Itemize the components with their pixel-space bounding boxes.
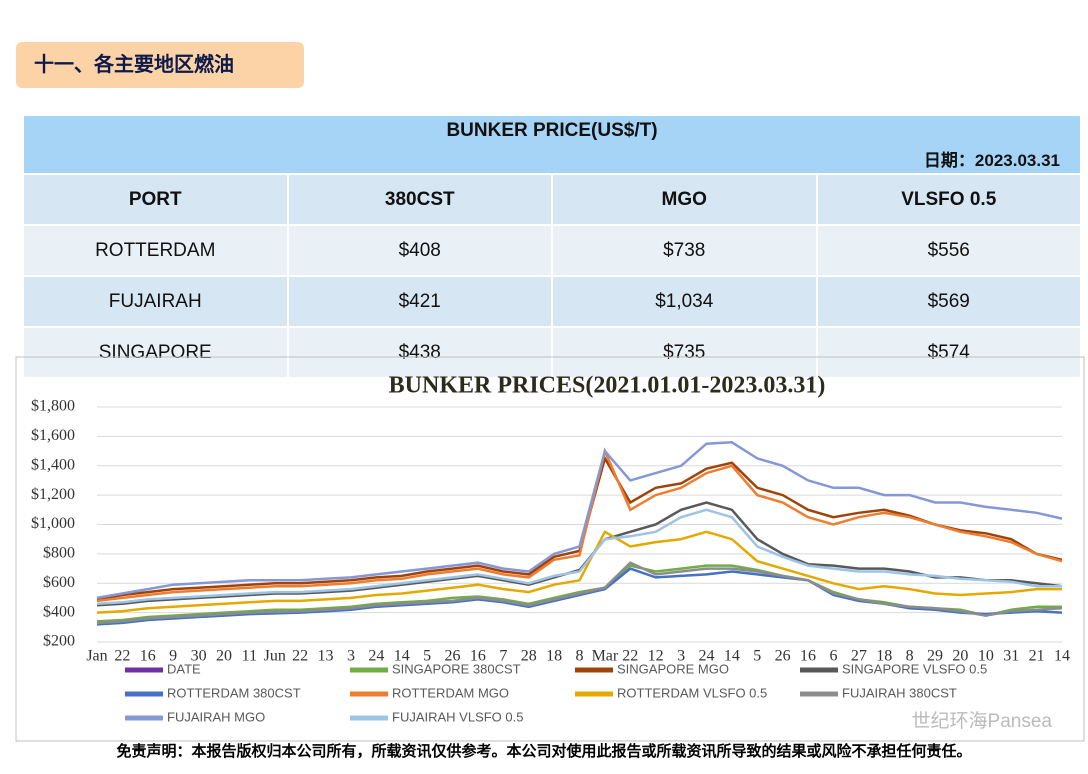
x-tick-label: Jan	[86, 648, 107, 665]
series-line	[96, 561, 1063, 625]
header-cell: VLSFO 0.5	[815, 173, 1082, 226]
x-tick-label: 3	[677, 648, 685, 665]
x-tick-label: 12	[648, 648, 664, 665]
legend-label: ROTTERDAM VLSFO 0.5	[617, 685, 767, 700]
x-tick-label: 22	[292, 648, 308, 665]
y-tick-label: $1,800	[31, 398, 75, 415]
x-tick-label: Mar	[592, 648, 619, 665]
x-tick-label: 3	[347, 648, 355, 665]
x-tick-label: 7	[499, 648, 507, 665]
series-line	[96, 530, 1062, 614]
legend-label: SINGAPORE MGO	[617, 661, 729, 676]
cell: $1,034	[551, 275, 818, 328]
x-tick-label: 14	[1054, 648, 1070, 665]
y-tick-label: $400	[43, 603, 75, 620]
x-tick-label: 20	[952, 648, 968, 665]
x-tick-label: 5	[753, 648, 761, 665]
x-tick-label: 6	[829, 648, 837, 665]
x-tick-label: 11	[242, 648, 257, 665]
x-tick-label: 16	[470, 648, 486, 665]
header-cell: MGO	[551, 173, 818, 226]
x-tick-label: 27	[851, 648, 867, 665]
section-title: 十一、各主要地区燃油	[16, 42, 304, 88]
y-tick-label: $600	[43, 574, 75, 591]
x-tick-label: 29	[927, 648, 943, 665]
x-tick-label: 14	[394, 648, 410, 665]
legend-label: ROTTERDAM 380CST	[167, 685, 301, 700]
date-value: 2023.03.31	[974, 151, 1060, 170]
series-line	[96, 441, 1063, 600]
y-tick-label: $200	[43, 633, 75, 650]
cell: $738	[551, 224, 818, 277]
header-cell: PORT	[22, 173, 289, 226]
legend-label: FUJAIRAH 380CST	[842, 685, 957, 700]
date: 日期：2023.03.31	[924, 146, 1060, 171]
disclaimer: 免责声明：本报告版权归本公司所有，所载资讯仅供参考。本公司对使用此报告或所载资讯…	[116, 742, 971, 760]
x-tick-label: 24	[698, 648, 714, 665]
x-tick-label: 26	[775, 648, 791, 665]
legend-label: SINGAPORE 380CST	[392, 661, 521, 676]
cell: $735	[551, 326, 818, 379]
cell: $556	[815, 224, 1082, 277]
x-tick-label: 26	[445, 648, 461, 665]
header-cell: 380CST	[286, 173, 553, 226]
x-tick-label: 30	[191, 648, 207, 665]
x-tick-label: 31	[1003, 648, 1019, 665]
x-tick-label: 8	[906, 648, 914, 665]
legend-label: FUJAIRAH VLSFO 0.5	[392, 709, 523, 724]
y-tick-label: $1,400	[31, 456, 75, 473]
x-tick-label: Jun	[264, 648, 286, 665]
cell: FUJAIRAH	[22, 275, 289, 328]
cell: $421	[286, 275, 553, 328]
legend-label: FUJAIRAH MGO	[167, 709, 265, 724]
x-tick-label: 16	[800, 648, 816, 665]
x-tick-label: 22	[622, 648, 638, 665]
chart-frame	[15, 356, 1085, 742]
x-tick-label: 18	[876, 648, 892, 665]
table-title: BUNKER PRICE(US$/T)	[446, 120, 658, 141]
x-tick-label: 16	[140, 648, 156, 665]
y-tick-label: $1,000	[31, 515, 75, 532]
x-tick-label: 9	[169, 648, 177, 665]
cell: $569	[815, 275, 1082, 328]
y-tick-label: $1,200	[31, 486, 75, 503]
x-tick-label: 8	[576, 648, 584, 665]
legend-label: ROTTERDAM MGO	[392, 685, 509, 700]
price-table: BUNKER PRICE(US$/T) 日期：2023.03.31 PORT 38…	[22, 114, 1082, 379]
chart-title: BUNKER PRICES(2021.01.01-2023.03.31)	[389, 373, 826, 399]
x-tick-label: 21	[1029, 648, 1045, 665]
x-tick-label: 13	[318, 648, 334, 665]
watermark: 世纪环海Pansea	[912, 710, 1053, 732]
x-tick-label: 14	[724, 648, 740, 665]
cell: $438	[286, 326, 553, 379]
cell: $408	[286, 224, 553, 277]
table-title-cell: BUNKER PRICE(US$/T) 日期：2023.03.31	[22, 114, 1082, 175]
legend-label: DATE	[167, 661, 201, 676]
y-tick-label: $1,600	[31, 427, 75, 444]
x-tick-label: 18	[546, 648, 562, 665]
cell: ROTTERDAM	[22, 224, 289, 277]
x-tick-label: 20	[216, 648, 232, 665]
x-tick-label: 5	[423, 648, 431, 665]
legend-label: SINGAPORE VLSFO 0.5	[842, 661, 987, 676]
series-line	[96, 447, 1063, 603]
series-line	[96, 508, 1062, 606]
y-tick-label: $800	[43, 545, 75, 562]
x-tick-label: 10	[978, 648, 994, 665]
x-tick-label: 22	[114, 648, 130, 665]
x-tick-label: 24	[368, 648, 384, 665]
cell: $574	[815, 326, 1082, 379]
date-label: 日期：	[923, 151, 975, 170]
x-tick-label: 28	[521, 648, 537, 665]
